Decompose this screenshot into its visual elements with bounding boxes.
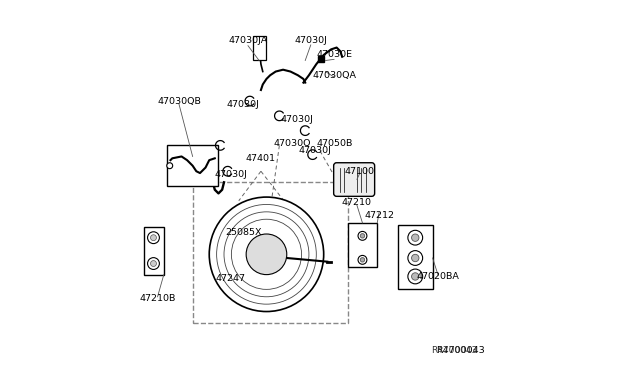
Circle shape (148, 232, 159, 244)
Circle shape (412, 273, 419, 280)
Text: 47030J: 47030J (299, 147, 332, 155)
Text: 47030E: 47030E (316, 51, 352, 60)
Text: 47247: 47247 (216, 274, 246, 283)
Bar (348, 223, 377, 267)
Text: 47030J: 47030J (227, 100, 260, 109)
Circle shape (408, 251, 422, 265)
Bar (397, 225, 433, 289)
Circle shape (150, 235, 156, 241)
Bar (143, 227, 164, 275)
Text: 47030J: 47030J (214, 170, 247, 179)
Circle shape (150, 260, 156, 266)
Text: 47210: 47210 (342, 198, 372, 207)
Circle shape (246, 234, 287, 275)
Circle shape (148, 258, 159, 269)
Text: 47401: 47401 (246, 154, 276, 163)
Text: 47030J: 47030J (281, 115, 314, 124)
Text: 47030QB: 47030QB (157, 97, 201, 106)
Circle shape (412, 254, 419, 262)
Text: 47030Q: 47030Q (273, 139, 311, 148)
FancyBboxPatch shape (193, 182, 348, 323)
Text: R4700043: R4700043 (436, 346, 484, 355)
Circle shape (209, 197, 324, 311)
Bar (253, 36, 266, 61)
Circle shape (358, 256, 367, 264)
Circle shape (360, 258, 365, 262)
Text: 25085X: 25085X (225, 228, 262, 237)
Text: 47030JA: 47030JA (228, 36, 268, 45)
Bar (167, 145, 218, 186)
Circle shape (167, 163, 173, 169)
Text: 47030J: 47030J (294, 36, 327, 45)
FancyBboxPatch shape (333, 163, 374, 196)
Text: 47210B: 47210B (140, 294, 176, 303)
Text: R4700043: R4700043 (431, 346, 477, 355)
Text: 47212: 47212 (364, 211, 394, 220)
Circle shape (360, 234, 365, 238)
Text: 47020BA: 47020BA (417, 272, 460, 281)
Text: 47100: 47100 (345, 167, 375, 176)
Circle shape (412, 234, 419, 241)
Circle shape (408, 269, 422, 284)
Text: 47050B: 47050B (317, 139, 353, 148)
Circle shape (408, 230, 422, 245)
Circle shape (358, 231, 367, 240)
Text: 47030QA: 47030QA (312, 71, 356, 80)
